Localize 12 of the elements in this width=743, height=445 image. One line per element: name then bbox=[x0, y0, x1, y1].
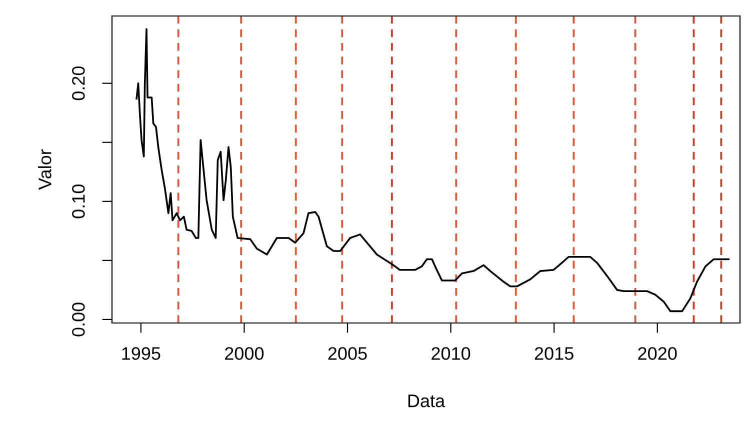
y-axis-title: Valor bbox=[38, 149, 52, 190]
x-tick-label: 2005 bbox=[328, 347, 367, 360]
line-series bbox=[136, 28, 730, 312]
x-tick-label: 1995 bbox=[122, 347, 160, 360]
x-tick-label: 2000 bbox=[225, 347, 264, 360]
x-tick-label: 2020 bbox=[638, 347, 677, 360]
x-axis-title: Data bbox=[408, 394, 446, 408]
x-tick-label: 2010 bbox=[432, 347, 470, 360]
y-tick-label: 0.20 bbox=[72, 66, 85, 100]
y-tick-label: 0.10 bbox=[72, 184, 85, 218]
x-tick-label: 2015 bbox=[534, 347, 574, 360]
y-tick-label: 0.00 bbox=[72, 302, 85, 336]
